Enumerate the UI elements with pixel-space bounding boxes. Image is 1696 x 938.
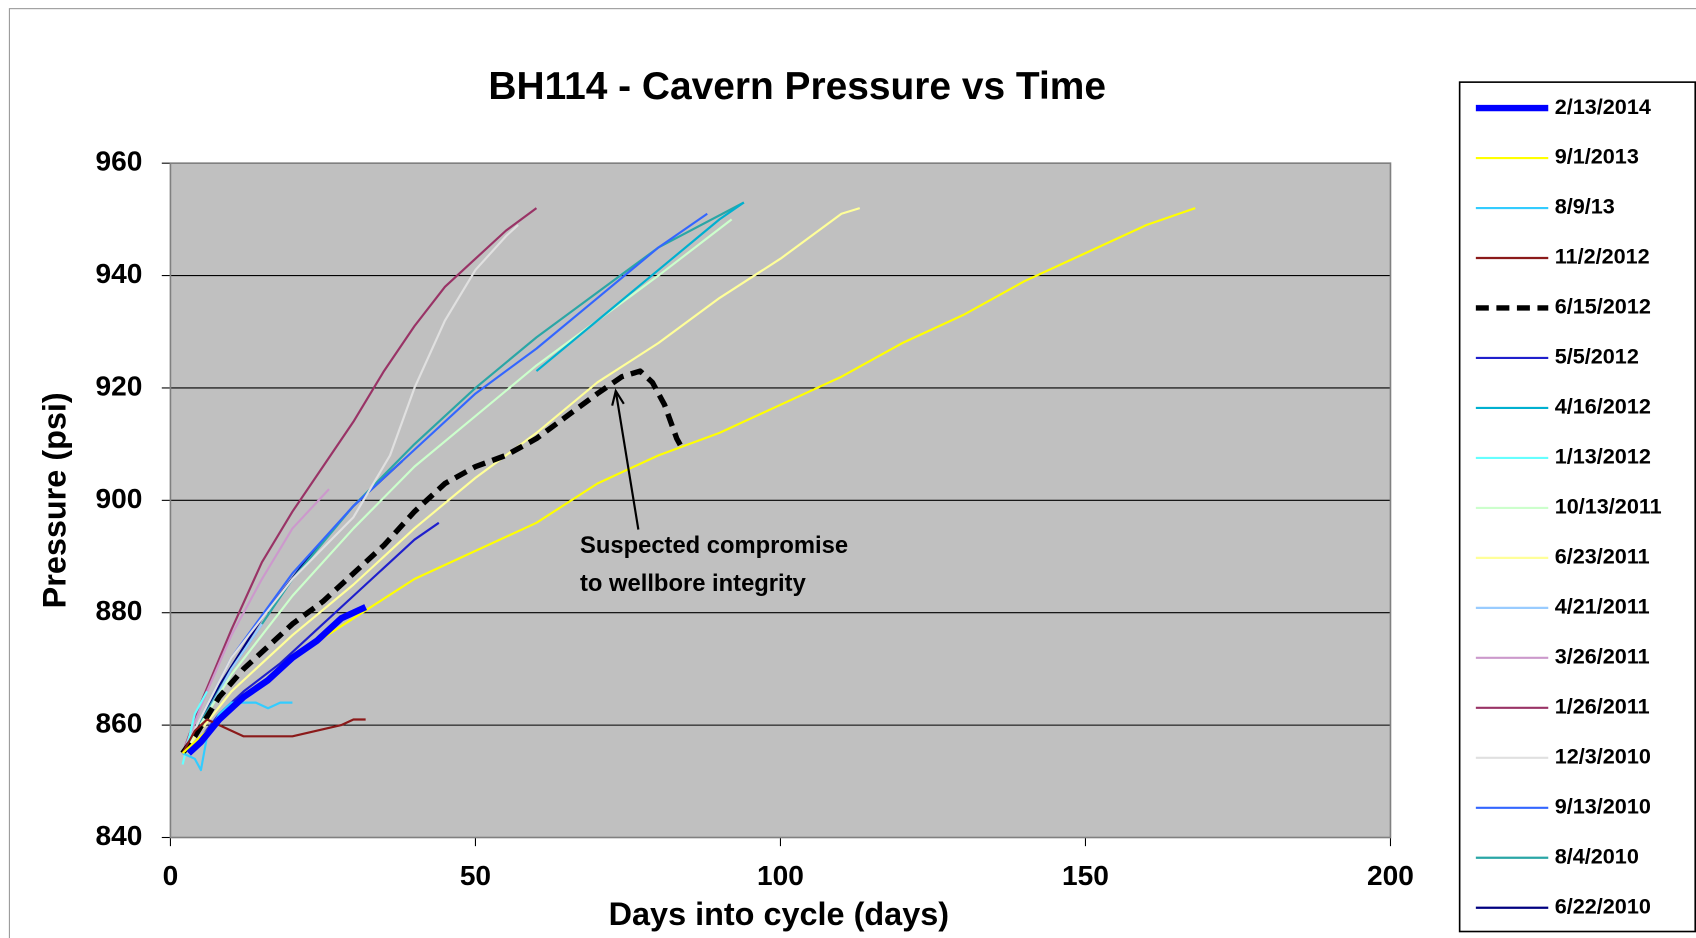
legend-label: 4/21/2011 xyxy=(1555,594,1650,619)
x-axis-label: Days into cycle (days) xyxy=(609,896,949,932)
legend-label: 9/13/2010 xyxy=(1555,793,1651,818)
y-tick-label: 940 xyxy=(95,258,142,289)
series-line xyxy=(181,212,708,754)
series-line xyxy=(181,718,366,754)
series-line xyxy=(182,701,293,772)
y-tick-label: 900 xyxy=(95,483,142,514)
series-line xyxy=(181,224,519,754)
x-tick-label: 200 xyxy=(1367,860,1414,891)
legend-label: 3/26/2011 xyxy=(1555,644,1650,669)
annotation-text: to wellbore integrity xyxy=(580,570,807,597)
legend-label: 8/9/13 xyxy=(1555,194,1615,219)
series-line xyxy=(181,207,538,754)
legend-label: 6/23/2011 xyxy=(1555,544,1650,569)
legend-label: 5/5/2012 xyxy=(1555,344,1639,369)
series-line xyxy=(186,604,367,756)
legend-label: 4/16/2012 xyxy=(1555,394,1651,419)
annotation-arrowhead xyxy=(611,388,625,406)
y-axis-label: Pressure (psi) xyxy=(37,392,73,608)
series-line xyxy=(535,201,745,372)
y-tick-label: 860 xyxy=(95,708,142,739)
legend-label: 6/22/2010 xyxy=(1555,893,1651,918)
legend-label: 12/3/2010 xyxy=(1555,744,1651,769)
x-tick-label: 100 xyxy=(757,860,804,891)
legend-label: 1/13/2012 xyxy=(1555,444,1651,469)
annotation-arrow xyxy=(614,390,640,530)
y-tick-label: 920 xyxy=(95,370,142,401)
series-line xyxy=(180,368,686,755)
y-tick-label: 880 xyxy=(95,595,142,626)
plot-frame xyxy=(169,162,1392,839)
legend-label: 6/15/2012 xyxy=(1555,294,1651,319)
legend-label: 1/26/2011 xyxy=(1555,694,1650,719)
x-tick-label: 150 xyxy=(1062,860,1109,891)
y-tick-label: 840 xyxy=(95,820,142,851)
series-line xyxy=(181,207,861,754)
legend-label: 11/2/2012 xyxy=(1555,244,1650,269)
x-tick-label: 50 xyxy=(460,860,491,891)
series-line xyxy=(181,218,733,754)
x-tick-label: 0 xyxy=(163,860,179,891)
series-line xyxy=(181,488,330,754)
legend-label: 8/4/2010 xyxy=(1555,843,1639,868)
legend-label: 10/13/2011 xyxy=(1555,494,1662,519)
chart-title: BH114 - Cavern Pressure vs Time xyxy=(488,65,1106,108)
legend-label: 9/1/2013 xyxy=(1555,144,1639,169)
annotation-text: Suspected compromise xyxy=(580,532,848,559)
series-line xyxy=(181,207,1196,755)
y-tick-label: 960 xyxy=(95,146,142,177)
legend-label: 2/13/2014 xyxy=(1555,94,1651,119)
